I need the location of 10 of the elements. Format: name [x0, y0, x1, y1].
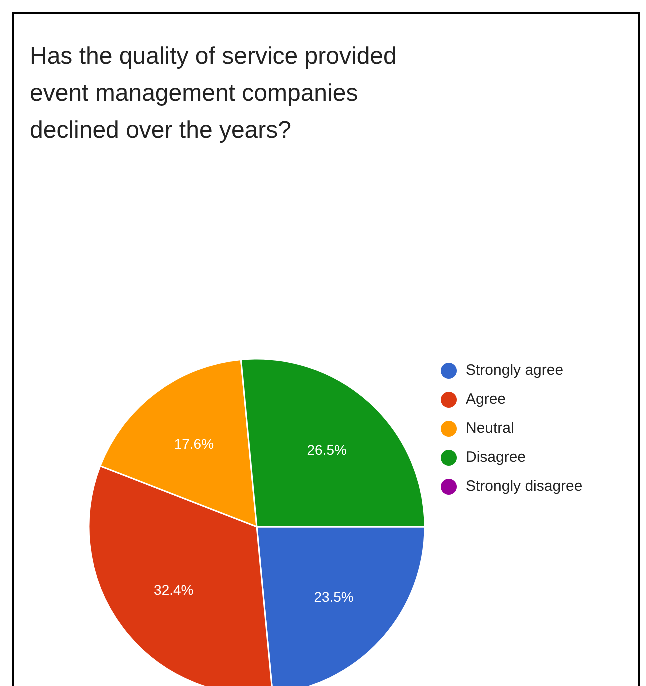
legend-label: Strongly disagree: [466, 478, 583, 495]
data-label: 26.5%: [307, 442, 347, 458]
data-label: 17.6%: [174, 436, 214, 452]
legend-label: Neutral: [466, 420, 514, 437]
legend-label: Disagree: [466, 449, 526, 466]
data-label: 23.5%: [314, 589, 354, 606]
legend-label: Agree: [466, 391, 506, 408]
legend-label: Strongly agree: [466, 362, 564, 379]
data-label: 32.4%: [154, 582, 194, 598]
chart-title: Has the quality of service provided event management companies declined over the years?: [30, 42, 398, 146]
